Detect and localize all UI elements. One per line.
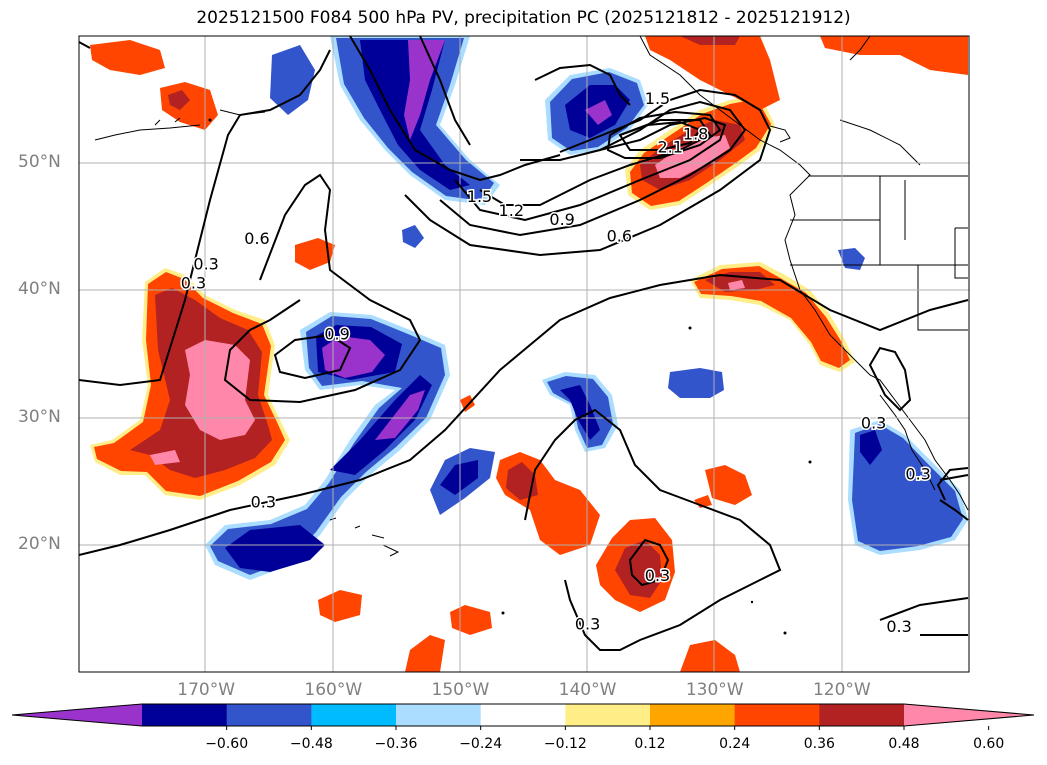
lon-label: 160°W	[304, 680, 363, 700]
colorbar-tick-label: −0.48	[289, 736, 333, 752]
contour-label: 0.9	[324, 324, 349, 343]
colorbar-segment	[142, 704, 228, 726]
contour-label: 1.5	[467, 187, 492, 206]
coastlines	[94, 36, 969, 557]
colorbar-segment	[819, 704, 905, 726]
negative-precip-shading	[205, 36, 968, 580]
lon-label: 130°W	[685, 680, 744, 700]
pv-contour-0-3-west	[79, 49, 331, 387]
colorbar-tick-label: −0.60	[205, 736, 249, 752]
neg-blob-128w	[668, 368, 724, 398]
pos-blob-147w	[496, 452, 600, 555]
lon-label: 170°W	[177, 680, 236, 700]
pv-contour-0-6-main	[404, 88, 772, 257]
colorbar-tick-label: 0.12	[634, 736, 666, 752]
pv-contour-0-9	[439, 100, 747, 237]
lon-label: 140°W	[558, 680, 617, 700]
lat-label: 20°N	[18, 533, 61, 554]
colorbar-segment	[734, 704, 820, 726]
positive-precip-shading	[90, 36, 968, 672]
neg-blob-270	[270, 45, 315, 115]
colorbar-segment	[480, 704, 566, 726]
pv-contour-2-1	[618, 120, 702, 151]
pv-contour-1-2	[454, 116, 727, 222]
map-area	[79, 36, 969, 672]
pv-contour-1-8	[606, 110, 722, 159]
map-title: 2025121500 F084 500 hPa PV, precipitatio…	[196, 8, 851, 28]
colorbar-segment	[311, 704, 397, 726]
colorbar	[11, 703, 1035, 730]
lat-label: 30°N	[18, 406, 61, 427]
colorbar-tick-label: 0.48	[888, 736, 920, 752]
contour-label: 1.8	[683, 125, 708, 144]
graticule	[79, 36, 969, 672]
islands	[208, 118, 812, 635]
contour-label: 2.1	[657, 137, 682, 156]
pv-contour-0-3-south	[79, 273, 969, 556]
map-frame	[78, 35, 970, 673]
lat-label: 50°N	[18, 152, 61, 173]
colorbar-tick-label: 0.36	[803, 736, 835, 752]
colorbar-segment	[396, 704, 482, 726]
contour-label: 0.3	[886, 617, 911, 636]
contour-label: 0.3	[251, 492, 276, 511]
colorbar-segment	[226, 704, 312, 726]
lat-label: 40°N	[18, 279, 61, 300]
contour-label: 0.9	[549, 210, 574, 229]
colorbar-tick-label: 0.24	[719, 736, 751, 752]
contour-label: 1.5	[645, 89, 670, 108]
pv-contours	[79, 36, 969, 651]
colorbar-segment	[565, 704, 651, 726]
colorbar-segment	[650, 704, 736, 726]
pv-contour-0-3-east-coast	[868, 346, 912, 412]
colorbar-extend-low	[12, 704, 142, 726]
contour-label: 0.3	[193, 254, 218, 273]
pv-contour-0-3-subtrop	[524, 408, 782, 651]
contour-label: 0.3	[645, 566, 670, 585]
colorbar-tick-label: −0.36	[374, 736, 418, 752]
pv-contour-0-9-west	[273, 333, 352, 380]
colorbar-extend-high	[904, 704, 1034, 726]
colorbar-tick-label: −0.12	[543, 736, 587, 752]
colorbar-tick-label: −0.24	[459, 736, 503, 752]
contour-label: 1.2	[499, 201, 524, 220]
contour-label-layer: 0.30.30.60.90.31.51.2 0.90.61.52.11.80.30…	[179, 88, 932, 638]
contour-label: 0.3	[575, 614, 600, 633]
contour-label: 0.6	[244, 229, 269, 248]
contour-label: 0.3	[905, 464, 930, 483]
pv-contour-0-6	[223, 173, 422, 404]
contour-label: 0.6	[607, 226, 632, 245]
contour-label: 0.3	[181, 274, 206, 293]
pos-blob-aleutian	[160, 82, 218, 130]
contour-label: 0.3	[861, 413, 886, 432]
lon-label: 120°W	[812, 680, 871, 700]
lon-label: 150°W	[431, 680, 490, 700]
colorbar-tick-label: 0.60	[973, 736, 1005, 752]
colorbar-outline	[11, 703, 1035, 727]
